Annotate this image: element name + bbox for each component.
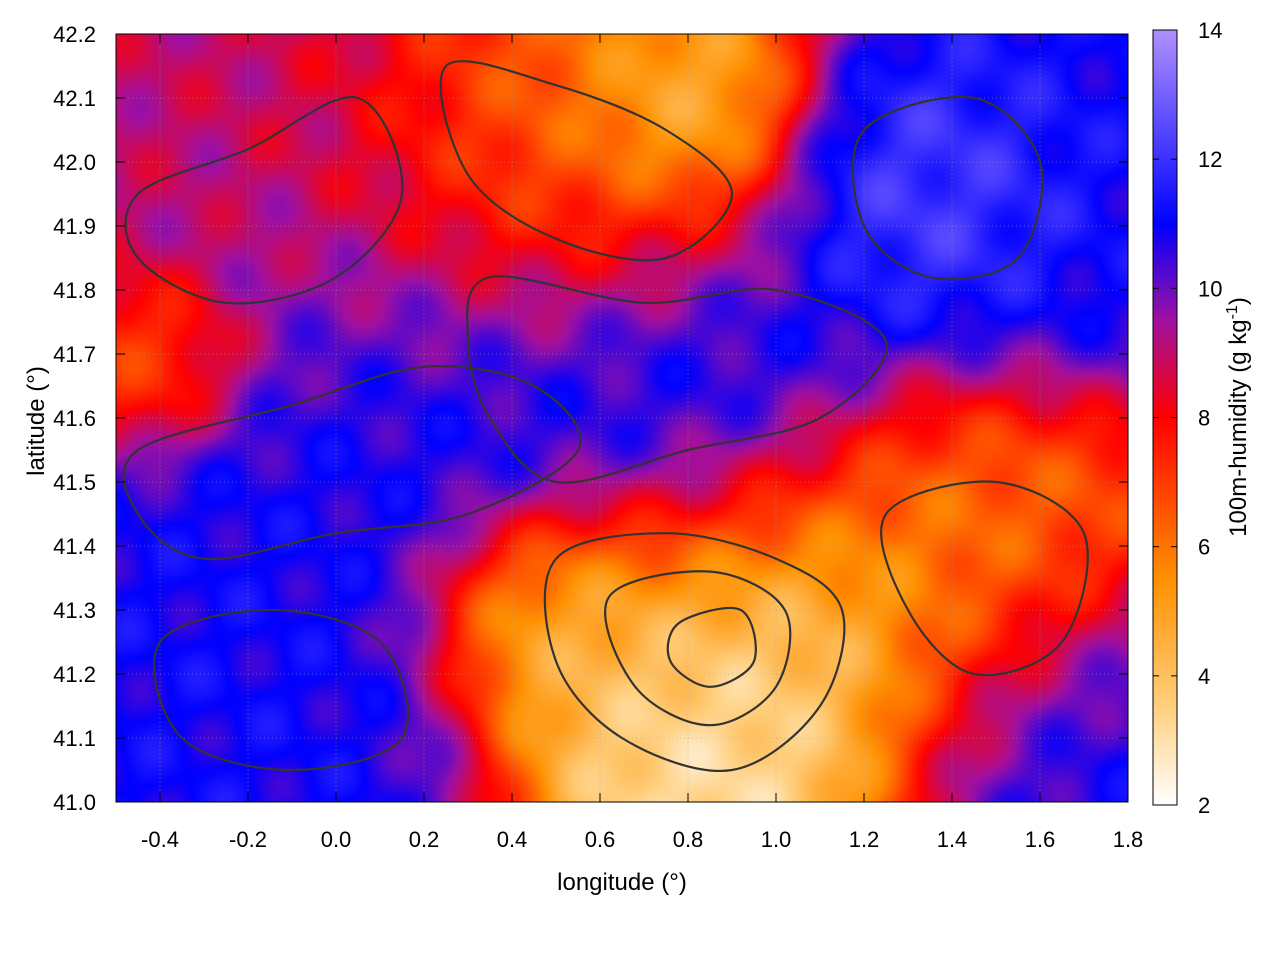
colorbar-tick-label: 4 [1198,664,1210,689]
x-tick-label: 0.8 [673,827,704,852]
contour-dry-core-inner [666,606,757,688]
colorbar-label: 100m-humidity (g kg-1) [1224,297,1252,537]
colorbar-tick-label: 6 [1198,535,1210,560]
contour-dry-core-outer [543,532,846,772]
y-tick-label: 41.2 [53,662,96,687]
x-tick-label: 0.0 [321,827,352,852]
colorbar-label-close: ) [1225,297,1252,305]
y-tick-label: 41.1 [53,726,96,751]
y-tick-label: 41.6 [53,406,96,431]
colorbar-tick-label: 14 [1198,18,1222,43]
x-tick-label: -0.2 [229,827,267,852]
x-tick-label: -0.4 [141,827,179,852]
x-tick-label: 1.4 [937,827,968,852]
colorbar-tick-label: 8 [1198,406,1210,431]
colorbar-tick-label: 10 [1198,276,1222,301]
x-tick-label: 1.2 [849,827,880,852]
colorbar-tick-label: 2 [1198,793,1210,818]
y-axis-ticks: 41.0 41.1 41.2 41.3 41.4 41.5 41.6 41.7 41.8 41.9… [53,22,1128,815]
x-axis-ticks: -0.4 -0.2 0.0 0.2 0.4 0.6 0.8 1.0 1.2 1.4 1.6 1.8 [141,34,1143,852]
colorbar-tick-label: 12 [1198,147,1222,172]
contour-lines [122,60,1089,772]
y-tick-label: 41.9 [53,214,96,239]
y-axis-label: latitude (°) [23,366,50,476]
y-tick-label: 41.4 [53,534,96,559]
contour-north-central [439,60,734,262]
y-tick-label: 42.0 [53,150,96,175]
plot-area [115,33,1129,803]
contour-northwest [124,96,404,305]
y-tick-label: 41.3 [53,598,96,623]
contour-southwest [152,608,410,772]
y-tick-label: 41.8 [53,278,96,303]
y-tick-label: 41.5 [53,470,96,495]
y-tick-label: 42.1 [53,86,96,111]
x-tick-label: 0.2 [409,827,440,852]
x-tick-label: 1.6 [1025,827,1056,852]
contour-central-band [466,275,888,484]
x-axis-label: longitude (°) [557,869,687,896]
contour-southeast [880,480,1089,677]
x-tick-label: 0.4 [497,827,528,852]
y-tick-label: 41.7 [53,342,96,367]
colorbar-label-exponent: -1 [1224,305,1241,319]
y-tick-label: 42.2 [53,22,96,47]
colorbar: 2 4 6 8 10 12 14 100m-humidity (g kg-1) [1152,18,1252,818]
contour-northeast [851,95,1044,281]
colorbar-ticks: 2 4 6 8 10 12 14 [1153,18,1222,818]
x-tick-label: 0.6 [585,827,616,852]
colorbar-label-main: 100m-humidity (g kg [1225,319,1252,536]
contour-dry-core-mid [604,570,792,727]
x-tick-label: 1.0 [761,827,792,852]
x-tick-label: 1.8 [1113,827,1144,852]
y-tick-label: 41.0 [53,790,96,815]
